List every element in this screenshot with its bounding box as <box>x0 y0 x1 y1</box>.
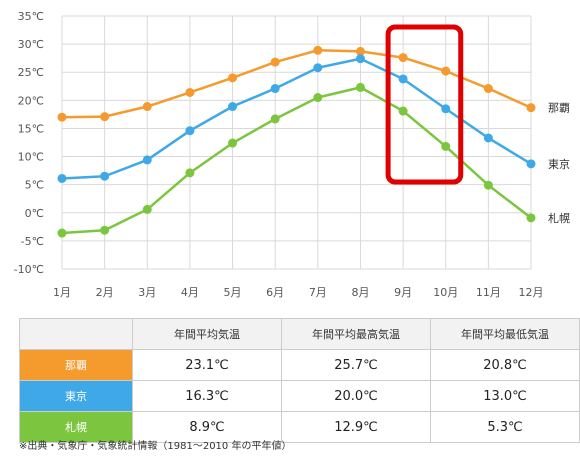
series-line <box>61 57 532 180</box>
series-札幌: 札幌 <box>57 82 570 238</box>
data-point <box>142 102 152 112</box>
city-cell-naha: 那覇 <box>19 349 133 381</box>
y-tick-label: -10℃ <box>14 263 44 276</box>
value-cell: 5.3℃ <box>430 411 580 443</box>
value-cell: 8.9℃ <box>132 411 282 443</box>
x-tick-label: 5月 <box>224 286 242 299</box>
value-cell: 23.1℃ <box>132 349 282 381</box>
data-point <box>185 168 195 178</box>
x-tick-label: 6月 <box>266 286 284 299</box>
data-point <box>398 74 408 84</box>
data-point <box>313 93 323 103</box>
x-tick-label: 1月 <box>53 286 71 299</box>
data-point <box>526 103 536 113</box>
data-point <box>483 133 493 143</box>
x-tick-label: 2月 <box>96 286 114 299</box>
data-point <box>483 180 493 190</box>
data-point <box>270 114 280 124</box>
series-那覇: 那覇 <box>57 45 570 122</box>
data-point <box>355 82 365 92</box>
data-point <box>355 46 365 56</box>
y-tick-label: 30℃ <box>18 38 44 51</box>
data-point <box>441 141 451 151</box>
data-point <box>142 204 152 214</box>
data-point <box>228 102 238 112</box>
value-cell: 12.9℃ <box>281 411 431 443</box>
data-point <box>270 57 280 67</box>
table-row: 札幌 8.9℃ 12.9℃ 5.3℃ <box>19 411 580 443</box>
y-tick-label: 10℃ <box>18 151 44 164</box>
series-line <box>61 86 532 235</box>
y-axis-ticks: 35℃ 30℃ 25℃ 20℃ 15℃ 10℃ 5℃ 0℃ -5℃ -10℃ <box>14 10 44 276</box>
y-tick-label: 35℃ <box>18 10 44 23</box>
table-header-row: 年間平均気温 年間平均最高気温 年間平均最低気温 <box>19 318 580 350</box>
y-tick-label: -5℃ <box>21 235 44 248</box>
data-point <box>57 112 67 122</box>
source-footnote: ※出典・気象庁・気象統計情報（1981〜2010 年の平年値） <box>19 441 292 452</box>
series-label: 那覇 <box>548 102 570 115</box>
header-annual-max: 年間平均最高気温 <box>281 318 431 350</box>
summary-table: 年間平均気温 年間平均最高気温 年間平均最低気温 那覇 23.1℃ 25.7℃ … <box>19 318 580 443</box>
x-tick-label: 11月 <box>476 286 501 299</box>
series-東京: 東京 <box>57 54 570 183</box>
y-tick-label: 15℃ <box>18 122 44 135</box>
data-point <box>313 45 323 55</box>
temperature-chart: 那覇東京札幌 35℃ 30℃ 25℃ 20℃ 15℃ 10℃ 5℃ 0℃ -5℃ -10℃ 1月 2… <box>14 10 570 299</box>
x-tick-label: 12月 <box>519 286 544 299</box>
city-cell-sapporo: 札幌 <box>19 411 133 443</box>
city-cell-tokyo: 東京 <box>19 380 133 412</box>
table-corner-cell <box>19 318 133 350</box>
data-point <box>270 84 280 94</box>
data-point <box>185 87 195 97</box>
data-point <box>185 126 195 136</box>
value-cell: 20.0℃ <box>281 380 431 412</box>
data-point <box>228 73 238 83</box>
data-point <box>100 225 110 235</box>
x-tick-label: 9月 <box>394 286 412 299</box>
value-cell: 20.8℃ <box>430 349 580 381</box>
header-annual-min: 年間平均最低気温 <box>430 318 580 350</box>
x-tick-label: 10月 <box>433 286 458 299</box>
data-point <box>142 155 152 165</box>
x-axis-ticks: 1月 2月 3月 4月 5月 6月 7月 8月 9月 10月 11月 12月 <box>53 286 544 299</box>
data-point <box>526 159 536 169</box>
series-line <box>61 49 532 119</box>
table-row: 那覇 23.1℃ 25.7℃ 20.8℃ <box>19 349 580 381</box>
y-tick-label: 20℃ <box>18 94 44 107</box>
y-tick-label: 0℃ <box>25 207 44 220</box>
grid <box>61 15 532 270</box>
value-cell: 13.0℃ <box>430 380 580 412</box>
series-label: 札幌 <box>548 211 570 225</box>
data-point <box>100 171 110 181</box>
y-tick-label: 25℃ <box>18 66 44 79</box>
x-tick-label: 8月 <box>351 286 369 299</box>
series-label: 東京 <box>548 157 570 171</box>
x-tick-label: 7月 <box>309 286 327 299</box>
data-point <box>441 66 451 76</box>
data-point <box>313 63 323 73</box>
x-tick-label: 3月 <box>138 286 156 299</box>
data-point <box>526 213 536 223</box>
data-point <box>100 112 110 122</box>
data-point <box>441 104 451 114</box>
data-point <box>355 54 365 64</box>
value-cell: 16.3℃ <box>132 380 282 412</box>
x-tick-label: 4月 <box>181 286 199 299</box>
highlight-box <box>385 24 464 185</box>
header-annual-mean: 年間平均気温 <box>132 318 282 350</box>
data-point <box>483 84 493 94</box>
data-point <box>57 173 67 183</box>
data-point <box>398 106 408 116</box>
table-row: 東京 16.3℃ 20.0℃ 13.0℃ <box>19 380 580 412</box>
data-point <box>57 228 67 238</box>
y-tick-label: 5℃ <box>25 179 44 192</box>
data-point <box>398 53 408 63</box>
value-cell: 25.7℃ <box>281 349 431 381</box>
data-point <box>228 138 238 148</box>
